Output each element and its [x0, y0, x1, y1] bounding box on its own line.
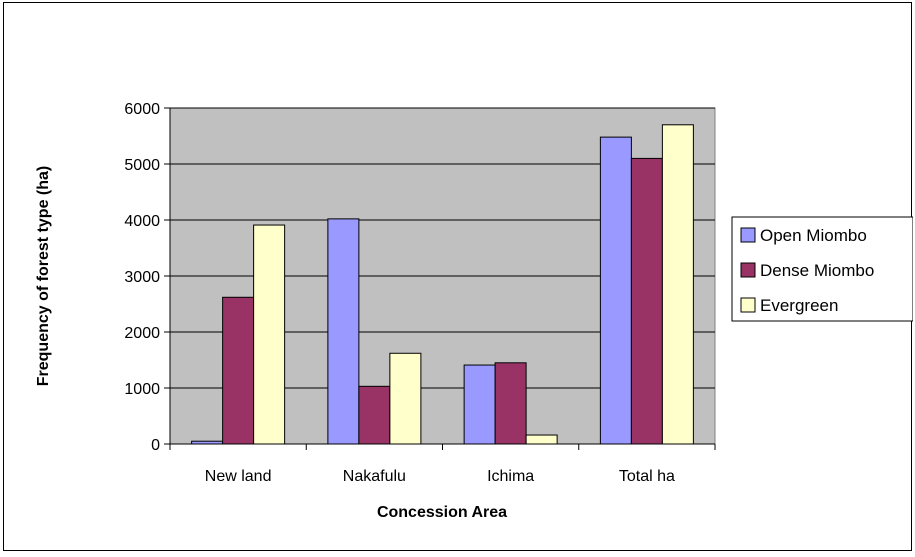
- x-axis-title: Concession Area: [377, 504, 507, 521]
- y-axis-title: Frequency of forest type (ha): [35, 166, 52, 386]
- chart-frame: 0 1000 2000 3000 4000 5000 6000 New land Nakafu…: [3, 2, 914, 551]
- bar-dense-miombo: [494, 362, 527, 445]
- bar-dense-miombo: [630, 157, 663, 445]
- y-tick-label: 0: [151, 437, 160, 454]
- bar-open-miombo: [599, 136, 632, 445]
- bar-dense-miombo: [358, 385, 391, 445]
- legend-swatch: [740, 262, 756, 278]
- legend: Open Miombo Dense Miombo Evergreen: [731, 216, 914, 322]
- bar-evergreen: [389, 352, 422, 445]
- bar-chart: 0 1000 2000 3000 4000 5000 6000 New land Nakafu…: [35, 101, 914, 521]
- bar-open-miombo: [327, 218, 360, 445]
- y-tick-label: 2000: [124, 325, 160, 342]
- legend-label: Evergreen: [760, 296, 838, 315]
- bar-dense-miombo: [222, 296, 255, 445]
- bar-open-miombo: [463, 364, 496, 445]
- x-tick-label: Nakafulu: [343, 468, 406, 485]
- bars: [191, 124, 694, 445]
- legend-swatch: [740, 227, 756, 243]
- y-tick-label: 6000: [124, 101, 160, 118]
- legend-swatch: [740, 297, 756, 313]
- y-tick-label: 1000: [124, 381, 160, 398]
- y-tick-label: 4000: [124, 213, 160, 230]
- bar-evergreen: [525, 434, 558, 445]
- bar-evergreen: [253, 224, 286, 445]
- y-tick-label: 3000: [124, 269, 160, 286]
- legend-label: Dense Miombo: [760, 261, 874, 280]
- x-tick-label: Total ha: [619, 468, 675, 485]
- x-tick-label: New land: [205, 468, 272, 485]
- y-axis-ticks: 0 1000 2000 3000 4000 5000 6000: [124, 101, 170, 454]
- y-tick-label: 5000: [124, 157, 160, 174]
- x-axis-ticks: New land Nakafulu Ichima Total ha: [169, 444, 716, 485]
- bar-evergreen: [661, 124, 694, 445]
- legend-label: Open Miombo: [760, 226, 867, 245]
- x-tick-label: Ichima: [487, 468, 534, 485]
